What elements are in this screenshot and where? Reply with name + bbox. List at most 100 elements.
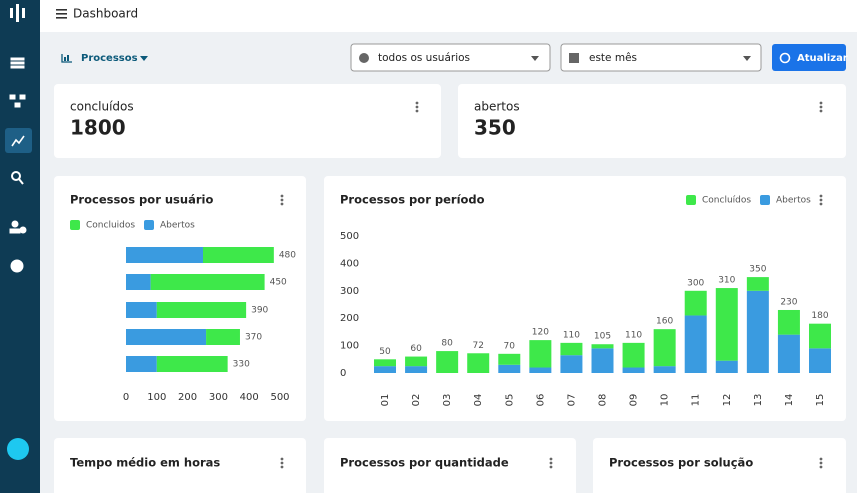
bar-segment: [126, 274, 151, 290]
kebab-dot: [280, 465, 284, 469]
bar-segment: [436, 351, 459, 373]
legend-swatch: [760, 195, 770, 205]
bar-segment: [467, 353, 490, 373]
kebab-dot: [819, 109, 823, 113]
kebab-dot: [280, 198, 284, 202]
process-menu[interactable]: Processos: [61, 53, 148, 64]
x-tick-label: 07: [566, 394, 577, 407]
kebab-dot: [280, 202, 284, 206]
bar-segment: [560, 342, 583, 356]
kebab-dot: [280, 194, 284, 198]
x-tick-label: 12: [722, 394, 733, 407]
total-label: 350: [749, 265, 766, 275]
x-tick-label: 05: [504, 394, 515, 407]
bar-segment: [206, 329, 240, 345]
stat-value: 1800: [70, 116, 126, 140]
kebab-dot: [415, 101, 419, 105]
chart-card: [54, 176, 306, 421]
total-label: 390: [251, 306, 268, 316]
x-tick-label: 09: [629, 394, 640, 407]
bar-segment: [809, 348, 831, 373]
y-tick-label: 400: [340, 258, 359, 269]
bar-segment: [653, 329, 676, 367]
x-tick-label: 06: [535, 394, 546, 407]
kebab-dot: [415, 109, 419, 113]
bar-segment: [809, 323, 831, 349]
total-label: 72: [472, 341, 483, 351]
card: [54, 438, 306, 497]
refresh-label: Atualizar: [797, 53, 848, 64]
total-label: 110: [563, 330, 580, 340]
x-tick-label: 13: [753, 394, 764, 407]
sidebar: [0, 0, 40, 493]
x-tick-label: 500: [270, 392, 289, 403]
x-tick-label: 03: [442, 394, 453, 407]
card-title: Processos por quantidade: [340, 456, 509, 470]
x-tick-label: 15: [815, 394, 826, 407]
bar-segment: [203, 247, 274, 263]
period-select[interactable]: este mês: [560, 43, 762, 72]
kebab-menus[interactable]: [280, 101, 823, 469]
kebab-dot: [280, 461, 284, 465]
bar-segment: [498, 353, 521, 365]
bar-segment: [126, 356, 157, 372]
kebab-dot: [549, 465, 553, 469]
bar-segment: [405, 356, 428, 367]
user-select[interactable]: todos os usuários: [350, 43, 551, 72]
x-tick-label: 400: [240, 392, 259, 403]
stat-label: concluídos: [70, 100, 134, 114]
bar-segment: [591, 344, 614, 349]
bar-segment: [684, 290, 707, 316]
chart-title: Processos por período: [340, 193, 485, 207]
refresh-button[interactable]: Atualizar: [772, 44, 848, 71]
page-title: Dashboard: [73, 7, 138, 21]
bar-segment: [560, 355, 583, 373]
bar-segment: [156, 356, 228, 372]
bar-segment: [622, 342, 645, 368]
total-label: 110: [625, 330, 642, 340]
total-label: 230: [780, 297, 797, 307]
x-tick-label: 04: [473, 394, 484, 407]
stat-card: [54, 84, 441, 158]
x-tick-label: 01: [380, 394, 391, 407]
y-tick-label: 500: [340, 231, 359, 242]
topbar: [40, 0, 857, 32]
y-tick-label: 0: [340, 368, 346, 379]
legend-swatch: [144, 220, 154, 230]
kebab-dot: [819, 105, 823, 109]
y-tick-label: 200: [340, 313, 359, 324]
x-tick-label: 300: [209, 392, 228, 403]
menu-icon[interactable]: [56, 9, 67, 19]
kebab-dot: [819, 101, 823, 105]
card: [593, 438, 846, 497]
bar-segment: [126, 247, 203, 263]
nav-icons[interactable]: [5, 57, 32, 273]
x-tick-label: 02: [411, 394, 422, 407]
bar-segment: [126, 329, 207, 345]
total-label: 160: [656, 317, 673, 327]
kebab-dot: [549, 457, 553, 461]
stat-label: abertos: [474, 100, 520, 114]
legend-label: Abertos: [160, 221, 195, 231]
stat-card: [458, 84, 846, 158]
bar-segment: [126, 302, 157, 318]
total-label: 50: [379, 347, 391, 357]
x-tick-label: 10: [660, 394, 671, 407]
bar-segment: [684, 315, 707, 373]
period-select-label: este mês: [589, 52, 637, 64]
avatar[interactable]: [7, 438, 29, 460]
kebab-dot: [819, 198, 823, 202]
total-label: 330: [233, 360, 250, 370]
kebab-dot: [280, 457, 284, 461]
bar-segment: [777, 309, 800, 335]
chart-title: Processos por usuário: [70, 193, 213, 207]
legend-label: Abertos: [776, 196, 811, 206]
legend-label: Concluídos: [702, 196, 751, 206]
bar-segment: [715, 360, 738, 373]
legend-label: Concluidos: [86, 221, 135, 231]
total-label: 120: [532, 328, 549, 338]
kebab-dot: [415, 105, 419, 109]
y-tick-label: 100: [340, 341, 359, 352]
x-tick-label: 11: [691, 394, 702, 407]
kebab-dot: [819, 202, 823, 206]
